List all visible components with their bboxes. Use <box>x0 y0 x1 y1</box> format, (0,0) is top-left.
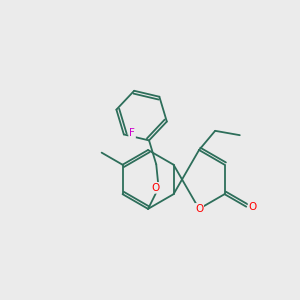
Text: F: F <box>129 128 135 138</box>
Text: O: O <box>152 183 160 193</box>
Text: O: O <box>249 202 257 212</box>
Text: O: O <box>195 204 203 214</box>
